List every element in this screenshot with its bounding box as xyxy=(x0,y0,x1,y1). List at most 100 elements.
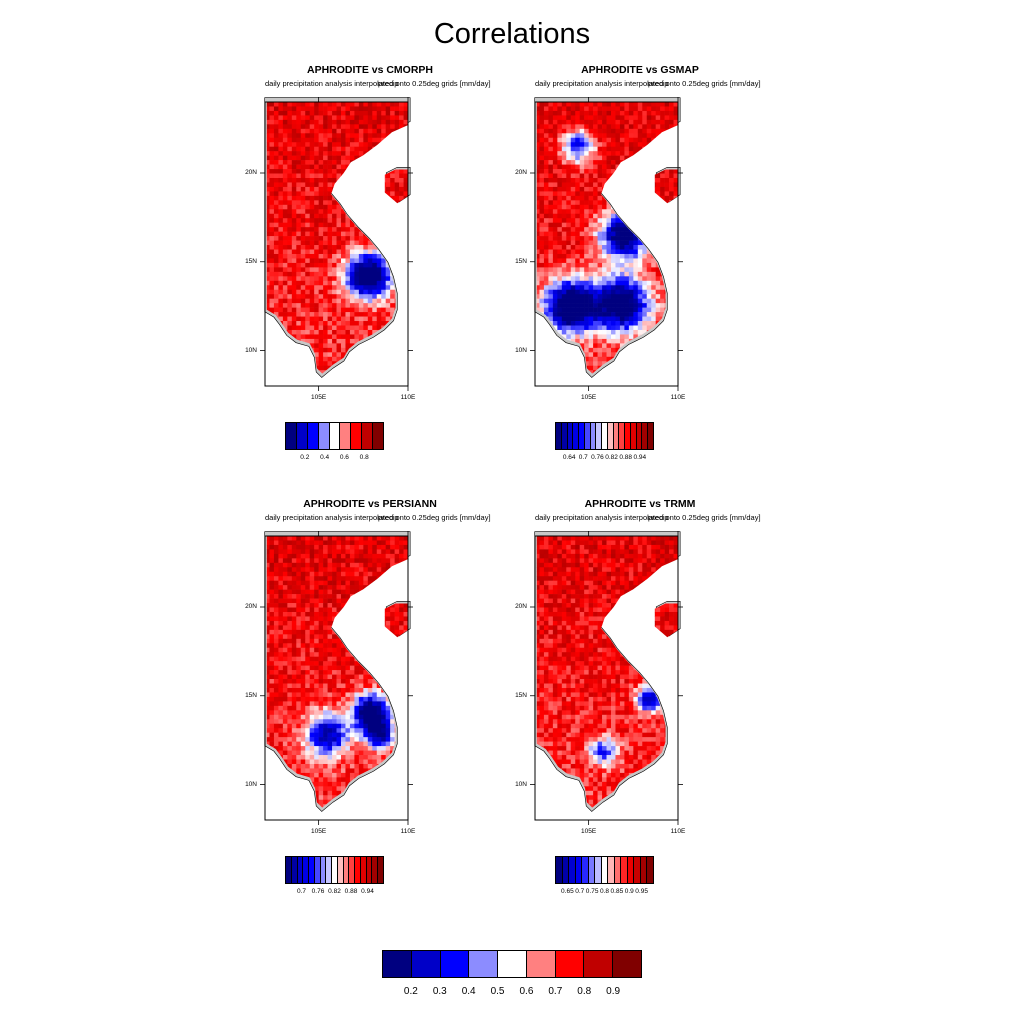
grid-cell xyxy=(610,365,616,371)
grid-cell xyxy=(367,620,373,626)
grid-cell xyxy=(363,289,369,295)
grid-cell xyxy=(372,379,377,384)
grid-cell xyxy=(588,209,594,215)
grid-cell xyxy=(345,267,351,273)
grid-cell xyxy=(584,222,589,228)
grid-cell xyxy=(291,594,297,599)
grid-cell xyxy=(615,285,621,291)
grid-cell xyxy=(548,307,554,313)
grid-cell xyxy=(287,343,293,349)
grid-cell xyxy=(602,169,607,174)
grid-cell xyxy=(345,594,351,599)
grid-cell xyxy=(561,365,567,371)
grid-cell xyxy=(543,365,549,371)
grid-cell xyxy=(385,128,391,134)
grid-cell xyxy=(588,307,594,313)
grid-cell xyxy=(327,598,333,604)
grid-cell xyxy=(399,182,404,188)
grid-cell xyxy=(552,128,558,134)
grid-cell xyxy=(318,191,324,197)
grid-cell xyxy=(566,325,572,331)
grid-cell xyxy=(305,137,310,143)
grid-cell xyxy=(305,571,310,577)
grid-cell xyxy=(376,231,382,237)
grid-cell xyxy=(266,576,270,581)
grid-cell xyxy=(282,289,288,295)
grid-cell xyxy=(669,213,674,219)
grid-cell xyxy=(349,321,355,326)
grid-cell xyxy=(637,137,643,143)
grid-cell xyxy=(660,177,665,183)
grid-cell xyxy=(552,186,558,192)
grid-cell xyxy=(602,338,607,344)
grid-cell xyxy=(584,289,589,295)
grid-cell xyxy=(305,365,310,371)
grid-cell xyxy=(394,338,400,344)
grid-cell xyxy=(651,258,656,264)
grid-cell xyxy=(637,280,643,286)
grid-cell xyxy=(287,213,293,219)
grid-cell xyxy=(584,119,589,125)
grid-cell xyxy=(372,375,377,380)
grid-cell xyxy=(278,338,284,344)
grid-cell xyxy=(619,356,625,362)
grid-cell xyxy=(553,375,558,380)
grid-cell xyxy=(278,128,284,134)
grid-cell xyxy=(358,567,364,573)
grid-cell xyxy=(269,227,275,232)
grid-cell xyxy=(669,173,674,179)
grid-cell xyxy=(536,262,540,268)
grid-cell xyxy=(266,253,270,259)
grid-cell xyxy=(305,124,310,130)
grid-cell xyxy=(282,562,288,568)
grid-cell xyxy=(561,343,567,349)
grid-cell xyxy=(385,236,391,241)
grid-cell xyxy=(287,571,293,577)
grid-cell xyxy=(624,110,630,116)
grid-cell xyxy=(273,119,279,125)
grid-cell xyxy=(557,276,563,282)
grid-cell xyxy=(296,200,302,206)
grid-cell xyxy=(566,276,572,282)
grid-cell xyxy=(619,102,625,107)
grid-cell xyxy=(655,200,661,206)
grid-cell xyxy=(588,146,594,152)
grid-cell xyxy=(300,110,306,116)
grid-cell xyxy=(278,209,284,215)
grid-cell xyxy=(381,562,386,568)
grid-cell xyxy=(593,142,598,147)
grid-cell xyxy=(566,352,572,358)
grid-cell xyxy=(633,258,639,264)
grid-cell xyxy=(332,119,337,125)
colorbar-tick-label: 0.4 xyxy=(320,454,330,461)
grid-cell xyxy=(615,106,621,112)
grid-cell xyxy=(336,611,342,617)
grid-cell xyxy=(291,576,297,581)
grid-cell xyxy=(655,213,661,219)
grid-cell xyxy=(548,213,554,219)
grid-cell xyxy=(305,173,310,179)
grid-cell xyxy=(309,594,315,599)
grid-cell xyxy=(544,375,549,380)
grid-cell xyxy=(539,137,545,143)
grid-cell xyxy=(606,128,612,134)
grid-cell xyxy=(390,294,395,299)
grid-cell xyxy=(570,316,576,322)
grid-cell xyxy=(381,173,386,179)
grid-cell xyxy=(597,106,603,112)
grid-cell xyxy=(305,598,310,604)
grid-cell xyxy=(579,142,585,147)
grid-cell xyxy=(660,298,665,304)
grid-cell xyxy=(358,151,364,156)
grid-cell xyxy=(340,160,346,165)
grid-cell xyxy=(300,133,306,139)
grid-cell xyxy=(610,106,616,112)
grid-cell xyxy=(386,375,391,380)
grid-cell xyxy=(296,307,302,313)
grid-cell xyxy=(637,177,643,183)
grid-cell xyxy=(615,365,621,371)
grid-cell xyxy=(300,204,306,210)
grid-cell xyxy=(593,195,598,201)
grid-cell xyxy=(296,285,302,291)
grid-cell xyxy=(278,294,284,299)
